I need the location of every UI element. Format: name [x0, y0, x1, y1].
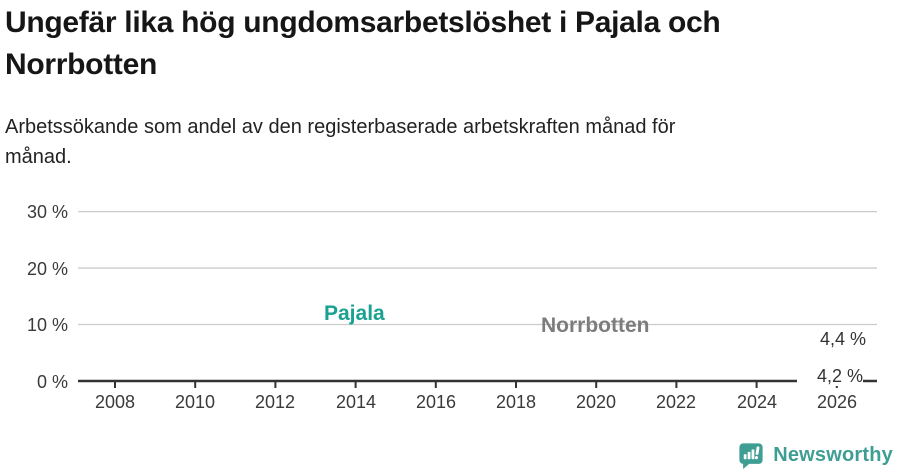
x-tick-label-2012: 2012 [254, 392, 296, 412]
end-value-label-norrbotten: 4,2 % [797, 367, 863, 386]
x-tick-label-2026: 2026 [816, 392, 858, 412]
x-tick-label-2020: 2020 [575, 392, 617, 412]
y-tick-label-30: 30 % [26, 202, 68, 222]
x-tick-label-2016: 2016 [415, 392, 457, 412]
page-title: Ungefär lika hög ungdomsarbetslöshet i P… [5, 6, 721, 81]
y-tick-label-10: 10 % [26, 315, 68, 335]
newsworthy-logo-text: Newsworthy [773, 444, 893, 466]
y-tick-label-20: 20 % [26, 259, 68, 279]
x-tick-label-2010: 2010 [174, 392, 216, 412]
x-tick-label-2008: 2008 [94, 392, 136, 412]
newsworthy-logo[interactable]: Newsworthy [738, 442, 893, 469]
x-tick-label-2018: 2018 [495, 392, 537, 412]
y-tick-label-0: 0 % [36, 372, 68, 392]
x-tick-label-2014: 2014 [335, 392, 377, 412]
end-value-label-pajala: 4,4 % [819, 329, 866, 349]
x-tick-label-2024: 2024 [736, 392, 778, 412]
newsworthy-logo-icon [739, 443, 763, 469]
x-tick-label-2022: 2022 [655, 392, 697, 412]
series-label-pajala: Pajala [324, 302, 385, 325]
series-label-norrbotten: Norrbotten [541, 314, 650, 337]
page-subtitle: Arbetssökande som andel av den registerb… [5, 116, 676, 168]
